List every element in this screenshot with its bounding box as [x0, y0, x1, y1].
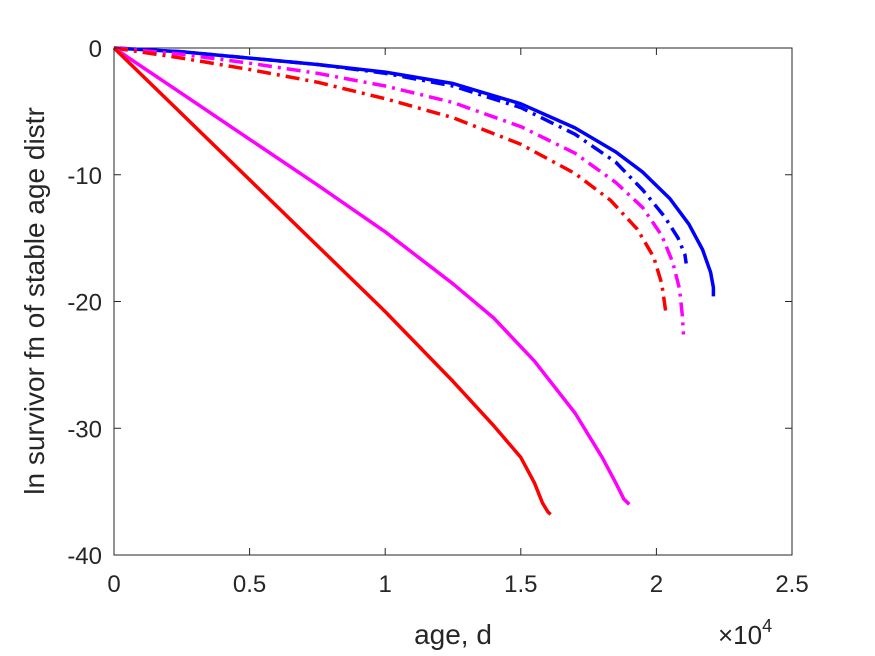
y-axis-ticks: 0 -10 -20 -30 -40 [67, 36, 792, 570]
series-line-6 [112, 46, 552, 516]
y-tick-label: -20 [67, 290, 102, 317]
series-line-3 [113, 46, 686, 335]
y-tick-label: -10 [67, 163, 102, 190]
x-tick-label: 2 [650, 571, 663, 598]
series-line-5 [113, 46, 631, 506]
x-axis-exponent: ×104 [718, 616, 772, 650]
x-tick-label: 2.5 [775, 571, 808, 598]
x-tick-label: 1 [379, 571, 392, 598]
series-layer [112, 46, 716, 516]
x-axis-exponent-base: ×10 [718, 620, 762, 650]
x-tick-label: 1.5 [504, 571, 537, 598]
y-tick-label: -40 [67, 543, 102, 570]
x-axis-title: age, d [414, 619, 492, 650]
y-tick-label: -30 [67, 416, 102, 443]
x-axis-exponent-power: 4 [762, 616, 772, 636]
y-axis-title: ln survivor fn of stable age distr [19, 107, 50, 495]
series-line-1 [113, 46, 716, 297]
plot-area [113, 47, 793, 556]
y-tick-label: 0 [89, 36, 102, 63]
series-line-2 [113, 46, 688, 264]
x-tick-label: 0 [107, 571, 120, 598]
x-axis-ticks: 0 0.5 1 1.5 2 2.5 [107, 48, 809, 598]
x-tick-label: 0.5 [233, 571, 266, 598]
series-line-4 [113, 46, 668, 314]
